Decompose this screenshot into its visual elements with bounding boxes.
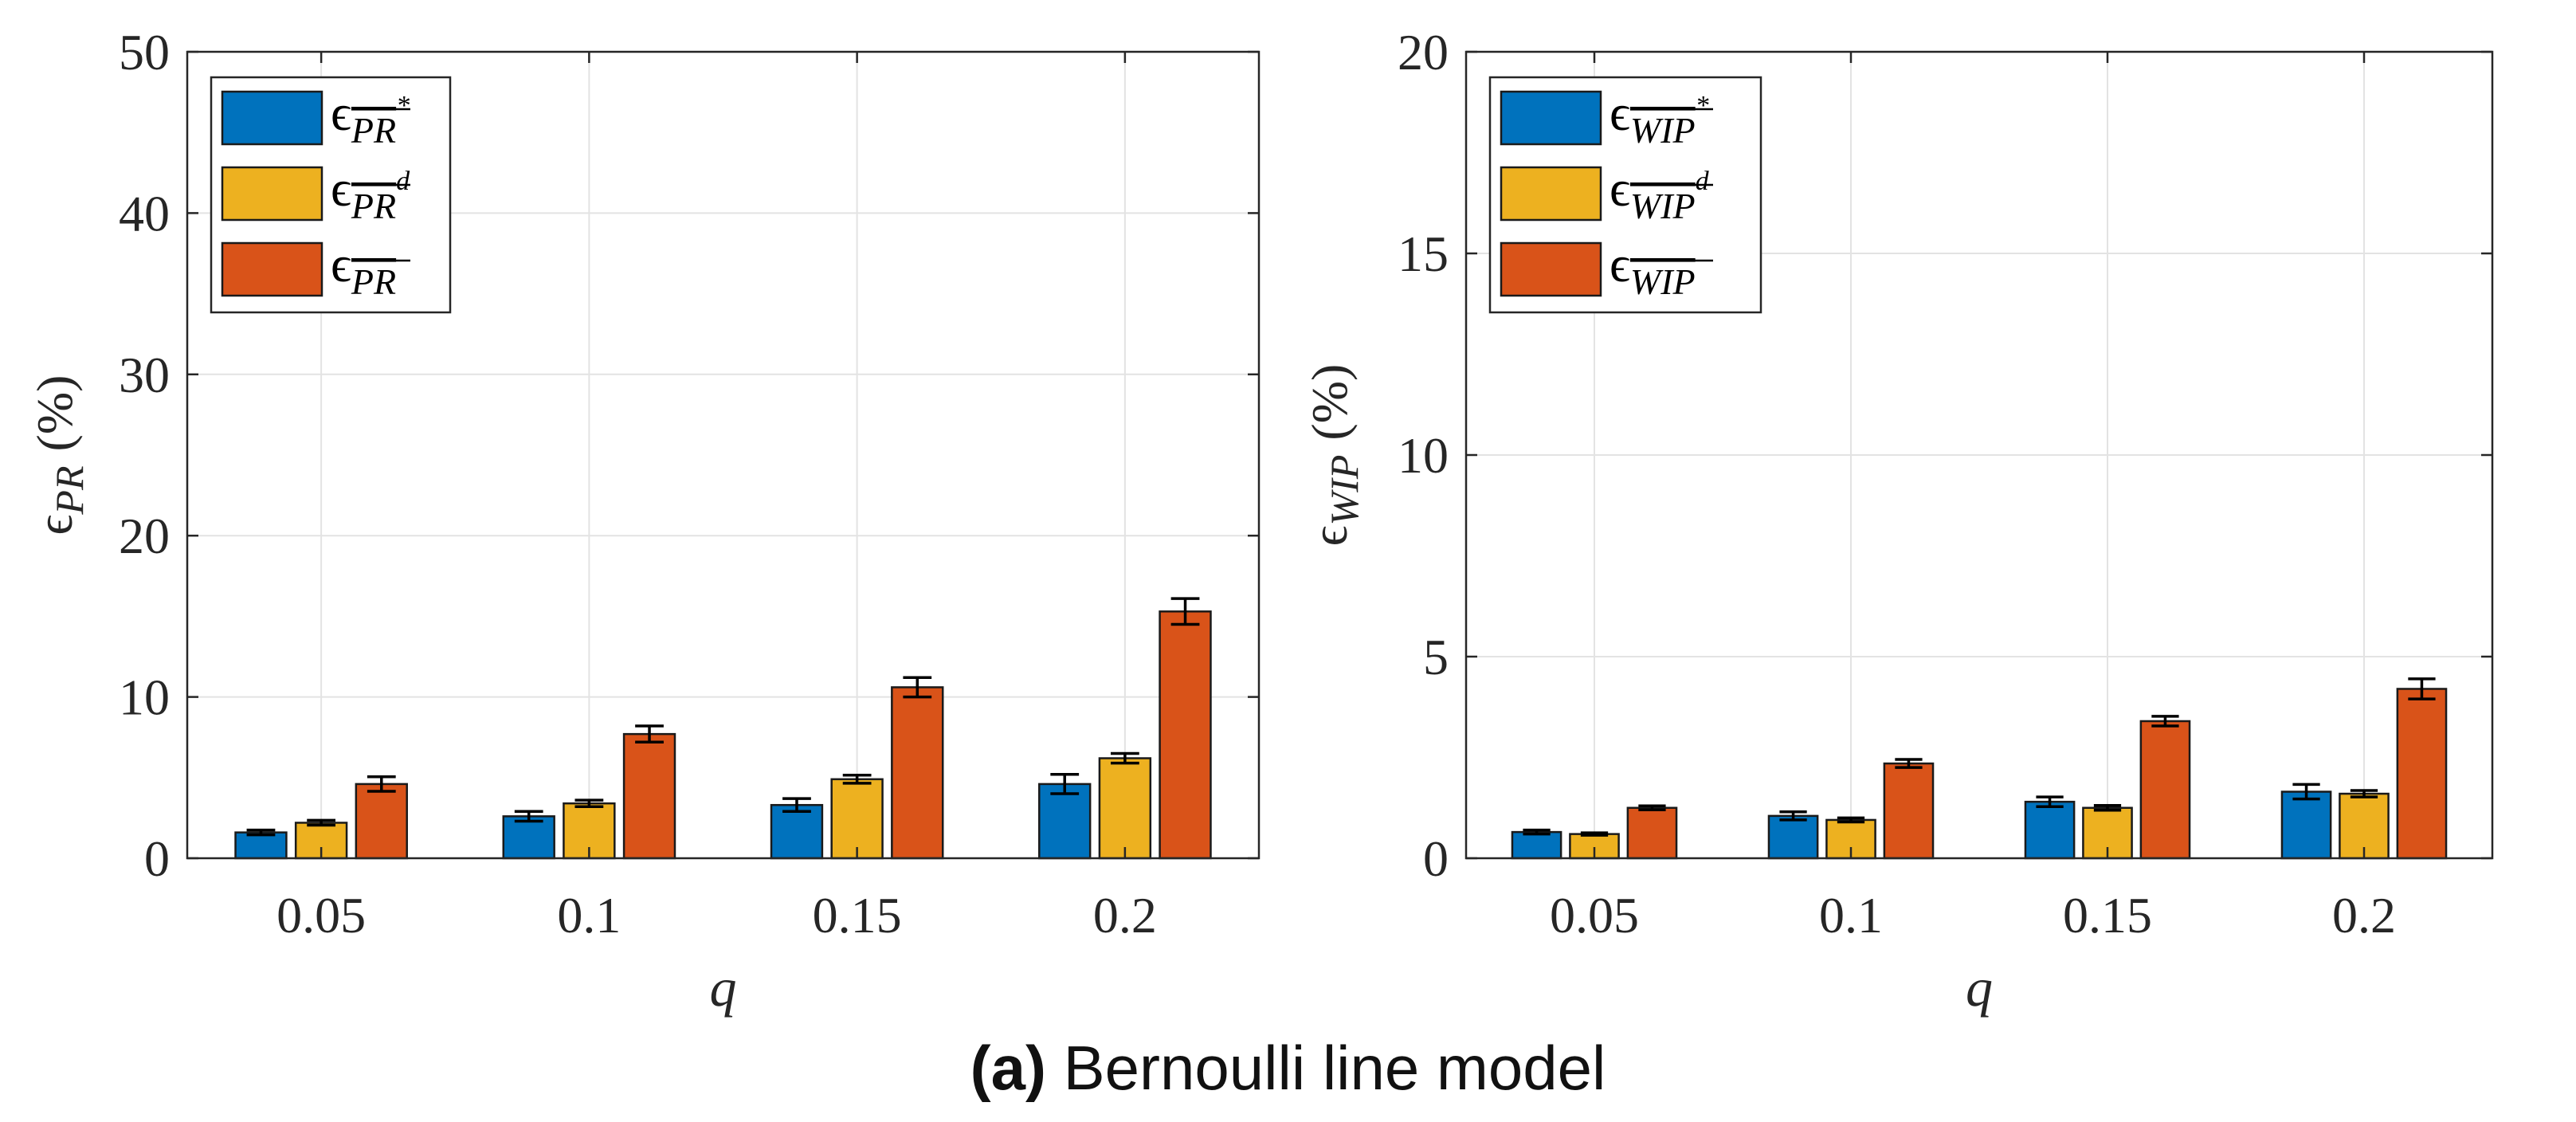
legend-symbol: ϵ bbox=[331, 84, 351, 141]
legend-entry-WIP*: ϵWIP* bbox=[1610, 84, 1709, 151]
legend-swatch-PRd bbox=[221, 166, 323, 222]
legend-sub: PR bbox=[351, 186, 396, 226]
legend-symbol: ϵ bbox=[1610, 236, 1630, 292]
y-tick-label: 30 bbox=[119, 347, 170, 403]
legend-entry-PR*: ϵPR* bbox=[331, 84, 410, 151]
y-axis-label: ϵPR (%) bbox=[26, 375, 92, 536]
caption-label: (a) bbox=[970, 1033, 1046, 1103]
legend-swatch-PR* bbox=[221, 90, 323, 146]
x-tick-label: 0.1 bbox=[557, 887, 621, 944]
legend-sub: WIP bbox=[1630, 186, 1696, 226]
bar-WIP-0.2 bbox=[2396, 688, 2448, 860]
bar-WIP-0.15 bbox=[2139, 720, 2191, 860]
bar-PR-0.05 bbox=[355, 783, 408, 860]
x-tick-label: 0.1 bbox=[1819, 887, 1883, 944]
bar-PR-0.1 bbox=[622, 732, 676, 860]
bar-PR*-0.15 bbox=[770, 803, 824, 860]
y-tick-label: 10 bbox=[119, 669, 170, 726]
legend-sub: WIP bbox=[1630, 261, 1696, 302]
legend-sub: PR bbox=[351, 261, 396, 302]
x-axis-label: q bbox=[1966, 957, 1993, 1018]
bar-WIP*-0.2 bbox=[2280, 790, 2332, 860]
y-tick-label: 5 bbox=[1423, 629, 1449, 685]
legend-symbol: ϵ bbox=[1610, 160, 1630, 217]
legend-symbol: ϵ bbox=[331, 160, 351, 217]
legend-entry-WIPd: ϵWIPd bbox=[1610, 160, 1710, 226]
x-tick-label: 0.05 bbox=[276, 887, 366, 944]
y-axis-label-symbol: ϵ bbox=[1301, 525, 1358, 546]
caption-text: Bernoulli line model bbox=[1063, 1033, 1606, 1103]
x-tick-label: 0.15 bbox=[813, 887, 902, 944]
figure-caption: (a) Bernoulli line model bbox=[0, 1032, 2576, 1104]
legend-swatch-WIPd bbox=[1500, 166, 1602, 222]
y-tick-label: 20 bbox=[119, 508, 170, 564]
legend-sup: * bbox=[396, 91, 410, 120]
y-axis-label: ϵWIP (%) bbox=[1301, 364, 1366, 547]
y-axis-label-unit: (%) bbox=[26, 375, 83, 452]
y-axis-label-sub: PR bbox=[47, 465, 92, 515]
legend-sub: PR bbox=[351, 110, 396, 151]
y-axis-label-unit: (%) bbox=[1301, 364, 1358, 441]
x-tick-label: 0.2 bbox=[2332, 887, 2396, 944]
y-tick-label: 10 bbox=[1398, 427, 1449, 484]
bar-PR*-0.1 bbox=[502, 815, 555, 860]
y-tick-label: 40 bbox=[119, 185, 170, 241]
legend-symbol: ϵ bbox=[1610, 84, 1630, 141]
y-tick-label: 50 bbox=[119, 24, 170, 80]
legend-sup: * bbox=[1696, 91, 1709, 120]
bar-PR-0.15 bbox=[891, 686, 944, 860]
axes-box bbox=[186, 50, 1261, 860]
bar-PR*-0.05 bbox=[234, 831, 288, 860]
legend-swatch-WIP bbox=[1500, 241, 1602, 297]
y-tick-label: 0 bbox=[1423, 830, 1449, 887]
legend-entry-PR: ϵPR bbox=[331, 236, 396, 302]
legend-sup: d bbox=[396, 167, 410, 196]
y-axis-label-symbol: ϵ bbox=[26, 515, 83, 536]
y-tick-label: 0 bbox=[144, 830, 170, 887]
legend-sup: d bbox=[1696, 167, 1710, 196]
bar-WIPd-0.05 bbox=[1569, 833, 1620, 860]
y-tick-label: 20 bbox=[1398, 24, 1449, 80]
legend-symbol: ϵ bbox=[331, 236, 351, 292]
x-tick-label: 0.05 bbox=[1550, 887, 1639, 944]
bar-PRd-0.15 bbox=[830, 778, 884, 860]
legend-entry-PRd: ϵPRd bbox=[331, 160, 410, 226]
bar-WIP-0.05 bbox=[1626, 806, 1678, 860]
legend-sub: WIP bbox=[1630, 110, 1696, 151]
bar-PR-0.2 bbox=[1159, 610, 1212, 860]
bar-WIP*-0.15 bbox=[2024, 800, 2076, 860]
caption-letter: a bbox=[990, 1033, 1025, 1103]
y-axis-label-sub: WIP bbox=[1322, 455, 1366, 526]
bar-WIP-0.1 bbox=[1883, 762, 1935, 860]
x-tick-label: 0.15 bbox=[2063, 887, 2152, 944]
x-tick-label: 0.2 bbox=[1093, 887, 1157, 944]
bar-WIP*-0.1 bbox=[1767, 814, 1819, 860]
x-axis-label: q bbox=[710, 957, 737, 1018]
legend-entry-WIP: ϵWIP bbox=[1610, 236, 1696, 302]
bar-PRd-0.2 bbox=[1098, 757, 1152, 860]
bar-PR*-0.2 bbox=[1038, 783, 1092, 860]
bar-WIP*-0.05 bbox=[1511, 830, 1562, 860]
legend-swatch-WIP* bbox=[1500, 90, 1602, 146]
y-tick-label: 15 bbox=[1398, 226, 1449, 282]
legend-swatch-PR bbox=[221, 241, 323, 297]
